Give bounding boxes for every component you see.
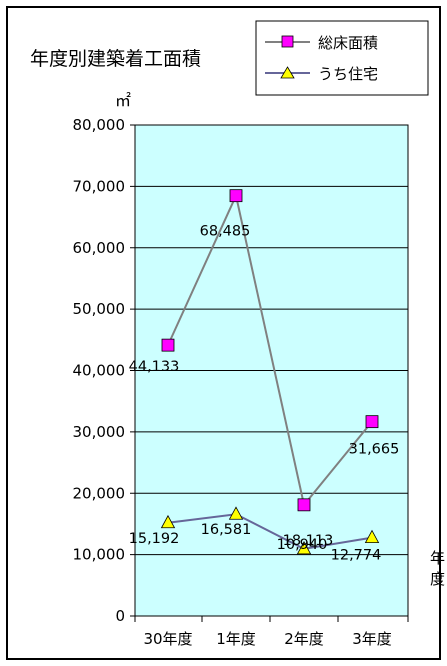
data-point-triangle	[296, 541, 312, 555]
data-point-triangle	[364, 529, 380, 543]
y-tick-label: 20,000	[73, 484, 126, 502]
data-labels: 44,133 68,485 18,113 31,665 15,192 16,581 10,9…	[129, 224, 400, 564]
chart-frame	[6, 6, 441, 660]
y-tick-label: 0	[115, 607, 125, 625]
series-line-0	[167, 192, 373, 508]
data-point-square	[365, 415, 379, 429]
data-label: 10,940	[277, 537, 328, 553]
y-tick-label: 60,000	[73, 239, 126, 257]
data-point-square	[229, 189, 243, 203]
x-tick-label: 30年度	[143, 630, 192, 648]
y-tick-label: 30,000	[73, 423, 126, 441]
y-tick-label: 40,000	[73, 362, 126, 380]
y-tick-label: 70,000	[73, 177, 126, 195]
legend-label-housing: うち住宅	[318, 65, 378, 83]
x-tick-label: 3年度	[352, 630, 392, 648]
data-point-triangle	[160, 514, 176, 529]
y-tick-label: 80,000	[73, 116, 126, 134]
data-label: 44,133	[129, 359, 180, 375]
data-point-square	[297, 498, 311, 512]
y-tick-label: 10,000	[73, 546, 126, 564]
data-label: 68,485	[200, 224, 251, 240]
x-tick-label: 2年度	[284, 630, 324, 648]
data-point-triangle	[228, 506, 244, 520]
legend-label-total: 総床面積	[318, 34, 378, 52]
data-label: 16,581	[201, 522, 252, 538]
series-line-1	[167, 513, 373, 550]
data-label: 12,774	[331, 548, 382, 564]
data-point-square	[161, 338, 175, 352]
legend: 総床面積 うち住宅	[255, 20, 429, 96]
data-label: 31,665	[349, 442, 400, 458]
y-axis-ticks: 0 10,000 20,000 30,000 40,000 50,000 60,000 70,…	[73, 116, 135, 625]
data-label: 15,192	[129, 531, 180, 547]
series-layer	[160, 189, 380, 555]
chart-title: 年度別建築着工面積	[30, 48, 201, 70]
legend-marker-housing	[280, 66, 295, 79]
y-axis-unit: ㎡	[115, 91, 131, 110]
legend-box	[255, 20, 429, 96]
y-tick-label: 50,000	[73, 300, 126, 318]
x-axis-title-char-2: 度	[430, 570, 445, 588]
data-label: 18,113	[283, 533, 334, 549]
x-axis-ticks: 30年度 1年度 2年度 3年度	[134, 616, 409, 648]
x-tick-label: 1年度	[216, 630, 256, 648]
legend-marker-total	[281, 35, 294, 48]
x-axis-title-char-1: 年	[430, 549, 445, 567]
